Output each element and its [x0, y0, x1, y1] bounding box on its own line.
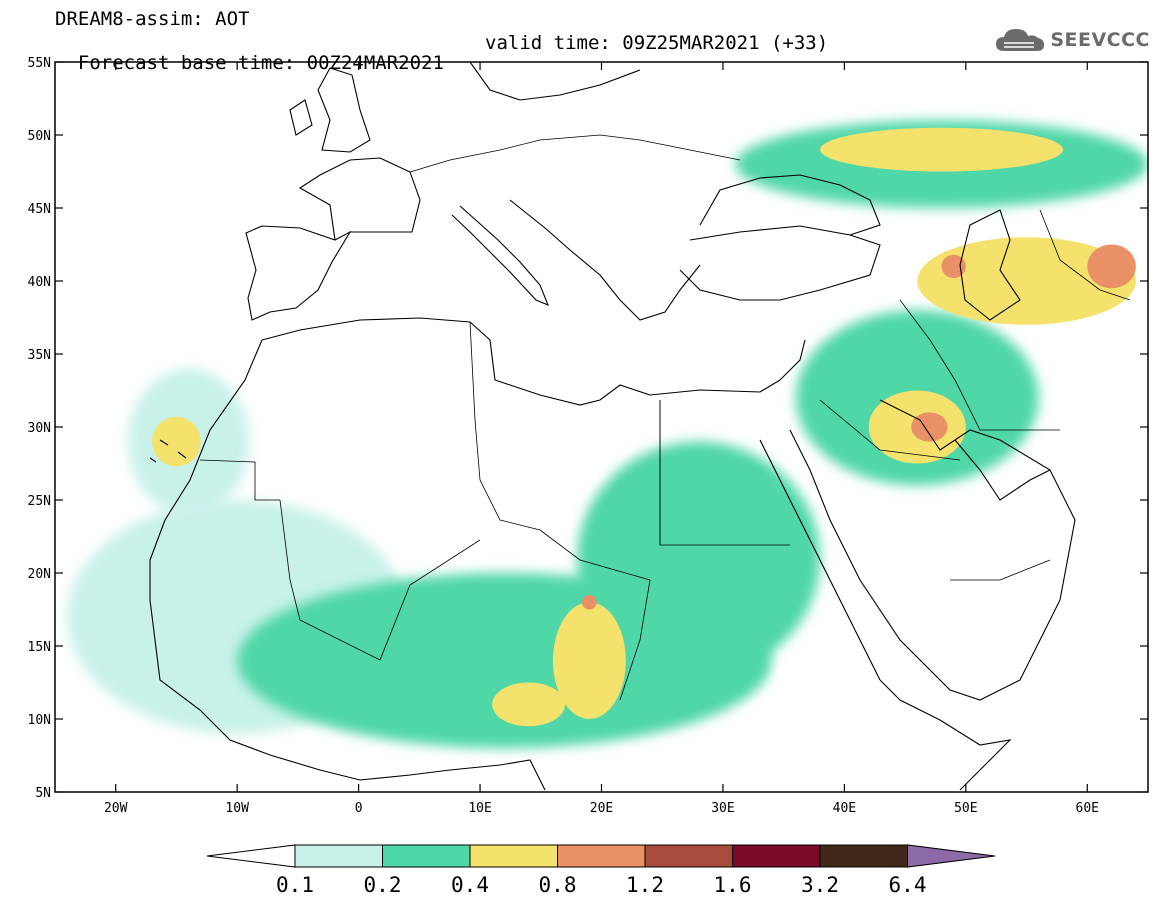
colorbar-under-triangle — [206, 844, 296, 868]
aot-region-karakum-peak — [1087, 244, 1136, 289]
coastline-scandinavia — [469, 62, 641, 101]
aot-region-chad-peak — [582, 594, 597, 610]
border-iran — [899, 299, 1060, 431]
lon-tick-label: 10E — [468, 801, 491, 816]
coastline-red-sea — [759, 439, 881, 681]
lat-tick-label: 35N — [28, 348, 51, 363]
coastline-balkans — [509, 199, 701, 321]
coastline-horn — [879, 679, 1012, 791]
aot-region-north-band — [820, 127, 1063, 172]
aot-region-canary-plume — [152, 416, 201, 467]
lon-tick-label: 10W — [225, 801, 249, 816]
aot-region-caucasus-peak — [941, 254, 966, 279]
lat-tick-label: 40N — [28, 275, 51, 290]
lat-tick-label: 55N — [28, 56, 51, 71]
logo-text: SEEVCCC — [1050, 29, 1150, 51]
model-title: DREAM8-assim: AOT — [55, 8, 250, 30]
coastline-caspian — [959, 209, 1021, 321]
aot-region-iraq-peak — [911, 412, 948, 442]
colorbar-label: 1.6 — [713, 873, 752, 897]
border-central-asia — [1039, 209, 1131, 301]
lon-tick-label: 30E — [711, 801, 734, 816]
colorbar-label: 1.2 — [626, 873, 664, 897]
lon-tick-label: 50E — [954, 801, 977, 816]
colorbar-label: 0.1 — [276, 873, 314, 897]
colorbar-label: 3.2 — [801, 873, 839, 897]
colorbar-label: 0.2 — [363, 873, 402, 897]
colorbar — [206, 844, 996, 868]
colorbar-swatch — [469, 844, 558, 868]
lon-tick-label: 0 — [355, 801, 363, 816]
cloud-icon — [996, 29, 1045, 51]
country-borders — [199, 134, 1131, 701]
colorbar-swatch — [819, 844, 908, 868]
border-algeria-libya — [469, 321, 651, 581]
coastline-italy — [451, 205, 549, 307]
border-europe — [409, 134, 741, 173]
lat-tick-label: 45N — [28, 202, 51, 217]
coastline-persian-gulf — [954, 439, 1051, 501]
colorbar-label: 6.4 — [888, 873, 927, 897]
border-arabia — [819, 399, 1051, 581]
axis-ticks: 20W 10W 0 10E 20E 30E 40E 50E 60E 55N 50N 45N 40N 35N… — [28, 56, 1148, 816]
seevccc-logo: SEEVCCC — [994, 22, 1150, 58]
colorbar-swatch — [294, 844, 383, 868]
aot-region-caspian-dust — [917, 237, 1136, 325]
colorbar-swatch — [644, 844, 733, 868]
lon-tick-label: 20W — [104, 801, 128, 816]
aot-region-eastern-sahara — [577, 441, 821, 676]
lon-tick-label: 20E — [590, 801, 613, 816]
forecast-base-time: Forecast base time: 00Z24MAR2021 — [77, 52, 444, 74]
lat-tick-label: 20N — [28, 567, 51, 582]
coastline-canaries — [149, 439, 187, 463]
coastline-iberia — [245, 225, 352, 321]
lat-tick-label: 5N — [35, 786, 51, 801]
colorbar-swatch — [382, 844, 471, 868]
coastline-france — [298, 157, 421, 241]
border-mali-niger — [279, 499, 481, 661]
lon-tick-label: 60E — [1076, 801, 1099, 816]
colorbar-label: 0.4 — [451, 873, 489, 897]
aot-region-chad-plume — [552, 602, 626, 719]
aot-region-nigeria-plume — [492, 682, 566, 727]
coastline-west-africa — [149, 339, 546, 791]
coastline-ireland — [289, 99, 313, 136]
coastline-north-africa — [261, 317, 806, 406]
forecast-line: Forecast base time: 00Z24MAR2021 valid t… — [55, 33, 828, 93]
lat-tick-label: 50N — [28, 129, 51, 144]
colorbar-over-triangle — [907, 844, 996, 868]
lat-tick-label: 10N — [28, 713, 51, 728]
coastline-blacksea — [699, 174, 881, 236]
lat-tick-label: 15N — [28, 640, 51, 655]
lat-tick-label: 25N — [28, 494, 51, 509]
colorbar-label: 0.8 — [538, 873, 577, 897]
valid-time: valid time: 09Z25MAR2021 (+33) — [485, 32, 829, 54]
coastline-britain — [317, 67, 371, 153]
border-mauritania — [199, 459, 280, 501]
coastline-turkey — [679, 225, 881, 301]
lon-tick-label: 40E — [833, 801, 856, 816]
aot-field — [67, 120, 1148, 749]
coastlines — [149, 62, 1076, 791]
colorbar-swatch — [557, 844, 646, 868]
colorbar-swatch — [732, 844, 821, 868]
lat-tick-label: 30N — [28, 421, 51, 436]
